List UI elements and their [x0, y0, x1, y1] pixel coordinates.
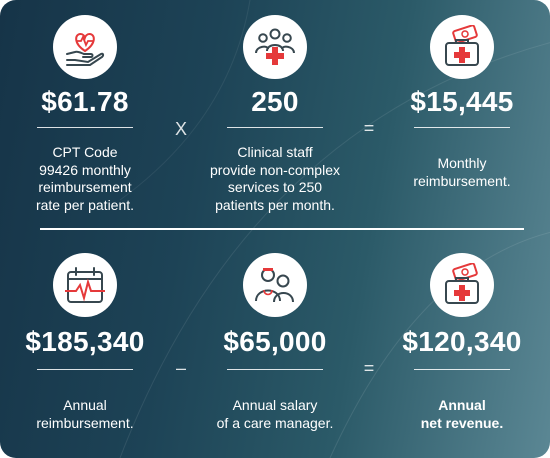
group-medical-icon	[243, 15, 307, 79]
top-value-2: 250	[251, 86, 299, 117]
underline	[227, 369, 323, 370]
bottom-value-2: $65,000	[223, 326, 327, 357]
top-value-1: $61.78	[41, 86, 129, 117]
top-description-2: Clinical staff provide non-complex servi…	[210, 144, 340, 213]
calendar-pulse-icon	[53, 253, 117, 317]
minus-operator: –	[175, 358, 186, 378]
equals-operator: =	[363, 118, 375, 138]
equals-operator: =	[363, 358, 375, 378]
bottom-description-2: Annual salary of a care manager.	[216, 397, 334, 431]
bottom-description-3: Annual net revenue.	[420, 397, 504, 431]
underline	[414, 127, 510, 128]
medical-bag-money-icon	[430, 253, 494, 317]
care-manager-icon	[243, 253, 307, 317]
underline	[37, 127, 133, 128]
heart-hand-icon	[53, 15, 117, 79]
bottom-description-1: Annual reimbursement.	[36, 397, 134, 431]
bottom-value-1: $185,340	[25, 326, 145, 357]
medical-bag-money-icon	[430, 15, 494, 79]
underline	[227, 127, 323, 128]
section-divider	[40, 228, 524, 230]
multiply-operator: X	[174, 119, 187, 139]
top-value-3: $15,445	[410, 86, 514, 117]
underline	[414, 369, 510, 370]
bottom-value-3: $120,340	[402, 326, 522, 357]
underline	[37, 369, 133, 370]
top-description-1: CPT Code 99426 monthly reimbursement rat…	[35, 144, 135, 213]
top-description-3: Monthly reimbursement.	[413, 155, 511, 189]
